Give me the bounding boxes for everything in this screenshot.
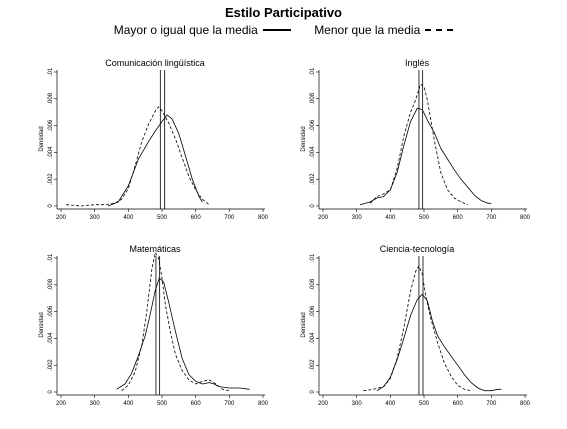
panel-ingles: Inglés 200 300 400 500 600 700 800 0 .002 .004 .00… bbox=[297, 58, 537, 228]
density-chart: 200 300 400 500 600 700 800 0 .002 .004 .006 .008 .0… bbox=[301, 67, 531, 221]
x-tick-label: 500 bbox=[157, 215, 168, 221]
y-tick-label: .006 bbox=[48, 305, 54, 317]
y-axis-label: Densidad bbox=[39, 312, 45, 337]
density-line-mayor bbox=[376, 293, 502, 392]
density-line-menor bbox=[363, 265, 472, 392]
x-tick-label: 200 bbox=[56, 401, 67, 407]
x-tick-label: 800 bbox=[520, 215, 531, 221]
x-tick-label: 400 bbox=[385, 215, 396, 221]
x-tick-label: 300 bbox=[90, 215, 101, 221]
x-tick-label: 300 bbox=[352, 401, 363, 407]
legend-item-menor: Menor que la media bbox=[314, 23, 454, 37]
x-tick-label: 300 bbox=[90, 401, 101, 407]
y-tick-label: .008 bbox=[310, 92, 316, 104]
x-tick-label: 800 bbox=[258, 401, 269, 407]
panel-title: Ciencia-tecnología bbox=[379, 244, 455, 254]
x-tick-label: 400 bbox=[123, 215, 134, 221]
density-line-mayor bbox=[107, 114, 203, 207]
y-tick-label: .002 bbox=[48, 173, 54, 185]
density-line-mayor bbox=[116, 277, 250, 390]
legend-label-menor: Menor que la media bbox=[314, 23, 421, 37]
panel-ciencia-tecnologia: Ciencia-tecnología 200 300 400 500 600 700 800… bbox=[297, 244, 537, 414]
y-tick-label: .004 bbox=[48, 146, 54, 158]
figure-title: Estilo Participativo bbox=[224, 5, 343, 20]
density-chart: 200 300 400 500 600 700 800 0 .002 .004 .006 .008 .0… bbox=[39, 67, 269, 221]
legend-dashed-line-icon bbox=[425, 29, 454, 31]
x-tick-label: 400 bbox=[123, 401, 134, 407]
y-tick-label: .008 bbox=[48, 92, 54, 104]
y-tick-label: .004 bbox=[310, 332, 316, 344]
density-line-menor bbox=[66, 106, 210, 207]
x-tick-label: 200 bbox=[318, 401, 329, 407]
legend-solid-line-icon bbox=[262, 29, 291, 31]
y-tick-label: .004 bbox=[310, 146, 316, 158]
x-tick-label: 400 bbox=[385, 401, 396, 407]
density-line-menor bbox=[121, 252, 230, 392]
y-tick-label: .006 bbox=[310, 119, 316, 131]
y-tick-label: .006 bbox=[310, 305, 316, 317]
panel-matematicas: Matemáticas 200 300 400 500 600 700 800 0 .002 .0… bbox=[35, 244, 275, 414]
y-tick-label: 0 bbox=[310, 204, 316, 208]
y-tick-label: .006 bbox=[48, 119, 54, 131]
x-tick-label: 500 bbox=[419, 401, 430, 407]
y-tick-label: .01 bbox=[48, 67, 54, 76]
density-chart: 200 300 400 500 600 700 800 0 .002 .004 .006 .008 .0… bbox=[39, 252, 269, 407]
panel-comunicacion-linguistica: Comunicación lingüística 200 300 400 500 600… bbox=[35, 58, 275, 228]
x-tick-label: 200 bbox=[318, 215, 329, 221]
density-line-menor bbox=[369, 83, 468, 206]
y-tick-label: .002 bbox=[48, 359, 54, 371]
y-tick-label: .008 bbox=[310, 278, 316, 290]
y-axis-label: Densidad bbox=[301, 312, 307, 337]
legend-label-mayor: Mayor o igual que la media bbox=[113, 23, 258, 37]
panel-title: Inglés bbox=[404, 58, 430, 68]
x-tick-label: 600 bbox=[191, 215, 202, 221]
x-tick-label: 800 bbox=[258, 215, 269, 221]
legend: Mayor o igual que la media Menor que la … bbox=[0, 23, 567, 37]
y-tick-label: .002 bbox=[310, 359, 316, 371]
x-tick-label: 700 bbox=[224, 401, 235, 407]
x-tick-label: 500 bbox=[419, 215, 430, 221]
x-tick-label: 600 bbox=[453, 215, 464, 221]
x-tick-label: 700 bbox=[486, 401, 497, 407]
y-axis-label: Densidad bbox=[39, 126, 45, 151]
density-chart: 200 300 400 500 600 700 800 0 .002 .004 .006 .008 .0… bbox=[301, 253, 531, 407]
y-tick-label: .01 bbox=[310, 253, 316, 262]
x-tick-label: 600 bbox=[191, 401, 202, 407]
y-tick-label: 0 bbox=[48, 204, 54, 208]
panel-title: Comunicación lingüística bbox=[105, 58, 205, 68]
x-tick-label: 700 bbox=[486, 215, 497, 221]
y-axis-label: Densidad bbox=[301, 126, 307, 151]
x-tick-label: 700 bbox=[224, 215, 235, 221]
x-tick-label: 500 bbox=[157, 401, 168, 407]
y-tick-label: .002 bbox=[310, 173, 316, 185]
density-line-mayor bbox=[359, 107, 492, 206]
y-tick-label: .01 bbox=[48, 253, 54, 262]
x-tick-label: 300 bbox=[352, 215, 363, 221]
y-tick-label: 0 bbox=[48, 390, 54, 394]
x-tick-label: 600 bbox=[453, 401, 464, 407]
x-tick-label: 200 bbox=[56, 215, 67, 221]
y-tick-label: .01 bbox=[310, 67, 316, 76]
y-tick-label: .004 bbox=[48, 332, 54, 344]
y-tick-label: 0 bbox=[310, 390, 316, 394]
legend-item-mayor: Mayor o igual que la media bbox=[114, 23, 291, 37]
panel-title: Matemáticas bbox=[129, 244, 181, 254]
y-tick-label: .008 bbox=[48, 278, 54, 290]
x-tick-label: 800 bbox=[520, 401, 531, 407]
